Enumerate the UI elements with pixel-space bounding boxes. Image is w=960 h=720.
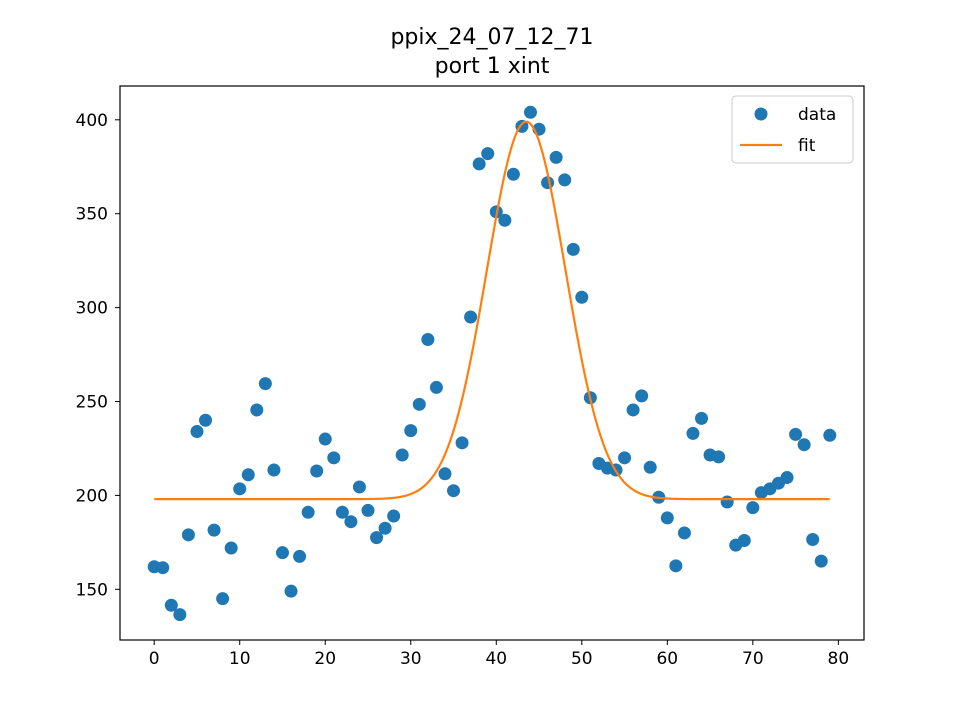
data-point: [275, 546, 289, 560]
data-point: [780, 471, 794, 485]
data-point: [660, 511, 674, 525]
data-point: [164, 598, 178, 612]
data-point: [669, 559, 683, 573]
axes-frame: [119, 85, 865, 641]
data-point: [814, 554, 828, 568]
x-tick-label: 10: [229, 649, 251, 669]
legend-label-fit: fit: [798, 136, 816, 156]
data-point: [395, 448, 409, 462]
data-point: [412, 397, 426, 411]
legend-marker-data: [754, 107, 768, 121]
data-point: [378, 521, 392, 535]
data-point: [181, 528, 195, 542]
data-point: [746, 501, 760, 515]
x-tick-label: 0: [149, 649, 160, 669]
plot-area: [147, 105, 837, 622]
data-point: [404, 424, 418, 438]
data-point: [310, 464, 324, 478]
data-point: [438, 467, 452, 481]
data-point: [712, 450, 726, 464]
data-point: [806, 533, 820, 547]
data-point: [720, 495, 734, 509]
data-point: [618, 451, 632, 465]
data-point: [301, 505, 315, 519]
data-point: [455, 436, 469, 450]
data-point: [293, 549, 307, 563]
data-point: [370, 531, 384, 545]
data-point: [199, 413, 213, 427]
data-point: [258, 377, 272, 391]
data-point: [241, 468, 255, 482]
fit-line: [154, 120, 830, 501]
y-tick-label: 300: [76, 299, 108, 319]
data-point: [797, 438, 811, 452]
chart-subtitle: port 1 xint: [435, 54, 550, 79]
data-point: [318, 432, 332, 446]
y-tick-label: 200: [76, 486, 108, 506]
y-tick-label: 150: [76, 580, 108, 600]
y-tick-label: 350: [76, 205, 108, 225]
data-point: [267, 463, 281, 477]
data-point: [233, 482, 247, 496]
data-point: [421, 333, 435, 347]
y-tick-label: 400: [76, 111, 108, 131]
data-point: [686, 426, 700, 440]
legend: data fit: [731, 95, 854, 164]
data-point: [558, 173, 572, 187]
data-point: [677, 526, 691, 540]
data-point: [447, 484, 461, 498]
legend-label-data: data: [798, 105, 836, 125]
data-point: [737, 533, 751, 547]
data-point: [464, 310, 478, 324]
data-point: [498, 213, 512, 227]
data-point: [361, 503, 375, 517]
data-point: [626, 403, 640, 417]
x-tick-label: 20: [314, 649, 336, 669]
data-point: [284, 584, 298, 598]
y-tick-label: 250: [76, 392, 108, 412]
data-point: [506, 167, 520, 181]
x-tick-label: 70: [742, 649, 764, 669]
data-point: [566, 242, 580, 256]
data-point: [695, 411, 709, 425]
data-point: [173, 608, 187, 622]
data-point: [643, 460, 657, 474]
x-tick-label: 30: [400, 649, 422, 669]
data-point: [472, 157, 486, 171]
data-point: [207, 523, 221, 537]
data-point: [823, 428, 837, 442]
chart-title: ppix_24_07_12_71: [390, 25, 593, 50]
axes: 0 10 20 30 40 50 60 70 80 150 200 250 300 350 400: [76, 85, 865, 669]
x-tick-label: 80: [828, 649, 850, 669]
data-point: [549, 150, 563, 164]
data-point: [635, 389, 649, 403]
x-tick-label: 60: [656, 649, 678, 669]
x-tick-label: 40: [485, 649, 507, 669]
data-point: [250, 403, 264, 417]
data-point: [190, 425, 204, 439]
data-point: [523, 105, 537, 119]
data-point: [156, 561, 170, 575]
data-point: [387, 509, 401, 523]
x-tick-label: 50: [571, 649, 593, 669]
data-point: [789, 427, 803, 441]
data-point: [327, 451, 341, 465]
data-point: [429, 380, 443, 394]
data-point: [481, 147, 495, 161]
data-point: [224, 541, 238, 555]
data-point: [352, 480, 366, 494]
data-point: [344, 515, 358, 529]
data-point: [216, 592, 230, 606]
data-point: [575, 290, 589, 304]
data-point: [335, 505, 349, 519]
